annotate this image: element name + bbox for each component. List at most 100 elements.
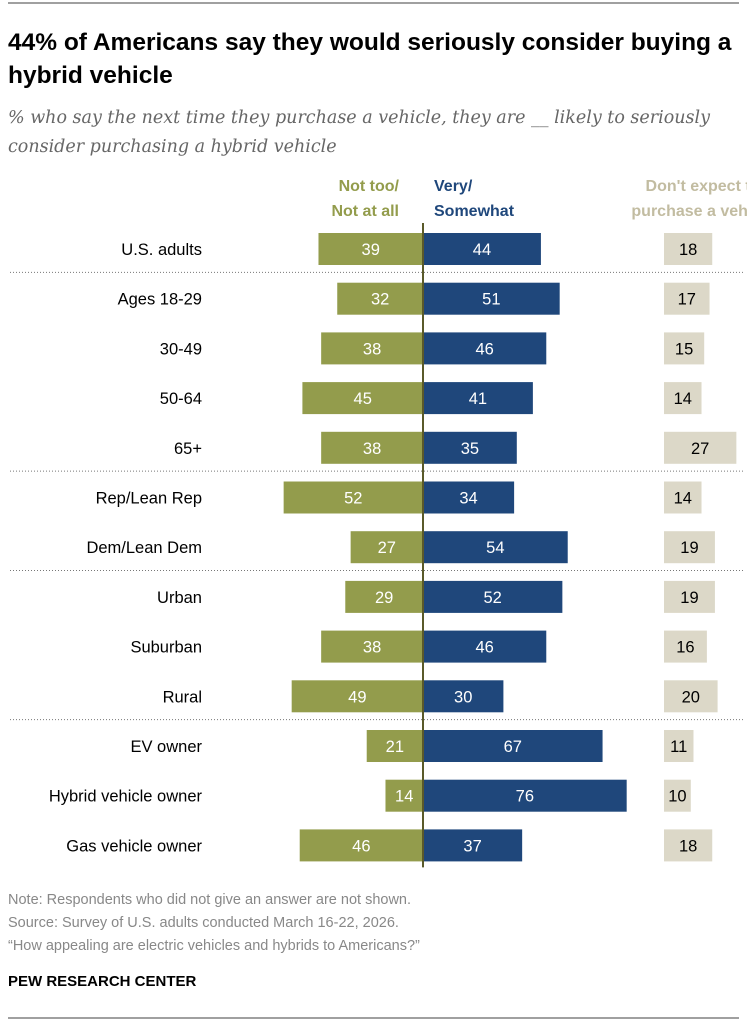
bar-likely: [423, 332, 547, 365]
category-label: Gas vehicle owner: [66, 837, 202, 855]
category-label: Ages 18-29: [118, 291, 202, 309]
bar-not-likely: [302, 382, 423, 415]
bar-no-purchase: [664, 431, 737, 464]
data-label-no-purchase: 18: [679, 241, 697, 259]
report-title-text: “How appealing are electric vehicles and…: [8, 938, 420, 954]
bar-not-likely: [299, 829, 423, 862]
data-label-likely: 67: [504, 738, 522, 756]
data-label-no-purchase: 19: [680, 539, 698, 557]
data-label-not-likely: 38: [363, 340, 381, 358]
bar-likely: [423, 531, 568, 564]
data-label-likely: 34: [459, 490, 477, 508]
bar-not-likely: [321, 431, 423, 464]
top-rule: [8, 2, 739, 4]
category-label: Rural: [163, 688, 202, 706]
bar-not-likely: [385, 779, 423, 812]
data-label-not-likely: 38: [363, 440, 381, 458]
category-label: Dem/Lean Dem: [86, 539, 202, 557]
bar-no-purchase: [664, 382, 702, 415]
legend-label-0: Not at all: [331, 203, 399, 220]
bar-no-purchase: [664, 481, 702, 514]
legend-label-1: Very/: [434, 178, 473, 195]
data-label-not-likely: 52: [344, 490, 362, 508]
data-label-not-likely: 32: [371, 291, 389, 309]
data-label-not-likely: 49: [348, 688, 366, 706]
data-label-likely: 30: [454, 688, 472, 706]
data-label-likely: 54: [486, 539, 504, 557]
legend-label-0: Not too/: [339, 178, 400, 195]
bar-likely: [423, 382, 533, 415]
legend-label-2: Don't expect to: [646, 178, 747, 195]
data-label-no-purchase: 20: [682, 688, 700, 706]
data-label-not-likely: 38: [363, 639, 381, 657]
brand-logo-text: PEW RESEARCH CENTER: [8, 973, 197, 990]
category-label: 65+: [174, 440, 202, 458]
data-label-likely: 51: [482, 291, 500, 309]
data-label-likely: 76: [516, 788, 534, 806]
data-label-likely: 41: [469, 390, 487, 408]
data-label-not-likely: 45: [354, 390, 372, 408]
data-label-no-purchase: 10: [668, 788, 686, 806]
bar-not-likely: [345, 580, 423, 613]
diverging-bar-chart: Not too/Not at all Very/Somewhat Don't exp…: [10, 178, 747, 868]
bar-not-likely: [291, 680, 423, 713]
bar-no-purchase: [664, 829, 713, 862]
bar-likely: [423, 630, 547, 663]
bar-not-likely: [321, 332, 423, 365]
chart-title: 44% of Americans say they would seriousl…: [8, 29, 732, 89]
bar-not-likely: [350, 531, 423, 564]
bar-likely: [423, 580, 563, 613]
bottom-rule: [8, 1017, 739, 1019]
legend-label-1: Somewhat: [434, 203, 515, 220]
bar-no-purchase: [664, 779, 691, 812]
data-label-no-purchase: 16: [676, 639, 694, 657]
category-label: Urban: [157, 589, 202, 607]
bar-likely: [423, 730, 603, 762]
bar-likely: [423, 282, 560, 315]
data-label-no-purchase: 19: [680, 589, 698, 607]
bar-no-purchase: [664, 580, 715, 613]
notes: Note: Respondents who did not give an an…: [8, 889, 420, 958]
data-label-no-purchase: 18: [679, 837, 697, 855]
category-label: 50-64: [160, 390, 202, 408]
bar-likely: [423, 431, 517, 464]
data-label-likely: 35: [461, 440, 479, 458]
bar-likely: [423, 829, 523, 862]
category-label: U.S. adults: [121, 241, 202, 259]
chart-subtitle: % who say the next time they purchase a …: [8, 108, 710, 157]
bar-not-likely: [337, 282, 423, 315]
data-label-likely: 46: [475, 340, 493, 358]
data-label-no-purchase: 14: [674, 490, 692, 508]
data-label-likely: 52: [484, 589, 502, 607]
legend-label-2: purchase a vehicle: [631, 203, 747, 220]
bar-not-likely: [318, 233, 423, 265]
bar-no-purchase: [664, 282, 710, 315]
bar-likely: [423, 779, 627, 812]
category-label: EV owner: [130, 738, 202, 756]
data-label-no-purchase: 27: [691, 440, 709, 458]
bar-likely: [423, 233, 541, 265]
data-label-no-purchase: 14: [674, 390, 692, 408]
category-label: Rep/Lean Rep: [96, 490, 202, 508]
data-label-not-likely: 14: [395, 788, 413, 806]
data-label-not-likely: 29: [375, 589, 393, 607]
bar-not-likely: [283, 481, 423, 514]
data-label-no-purchase: 17: [678, 291, 696, 309]
data-label-not-likely: 21: [386, 738, 404, 756]
bar-no-purchase: [664, 730, 694, 762]
data-label-no-purchase: 15: [675, 340, 693, 358]
data-label-likely: 44: [473, 241, 491, 259]
data-label-not-likely: 39: [362, 241, 380, 259]
bar-no-purchase: [664, 233, 713, 265]
data-label-likely: 37: [463, 837, 481, 855]
bar-not-likely: [321, 630, 423, 663]
bar-no-purchase: [664, 680, 718, 713]
data-label-not-likely: 46: [352, 837, 370, 855]
bar-no-purchase: [664, 531, 715, 564]
bar-likely: [423, 481, 515, 514]
source-text: Source: Survey of U.S. adults conducted …: [8, 915, 399, 931]
bar-not-likely: [366, 730, 423, 762]
note-text: Note: Respondents who did not give an an…: [8, 892, 412, 908]
bar-no-purchase: [664, 630, 707, 663]
bar-no-purchase: [664, 332, 705, 365]
